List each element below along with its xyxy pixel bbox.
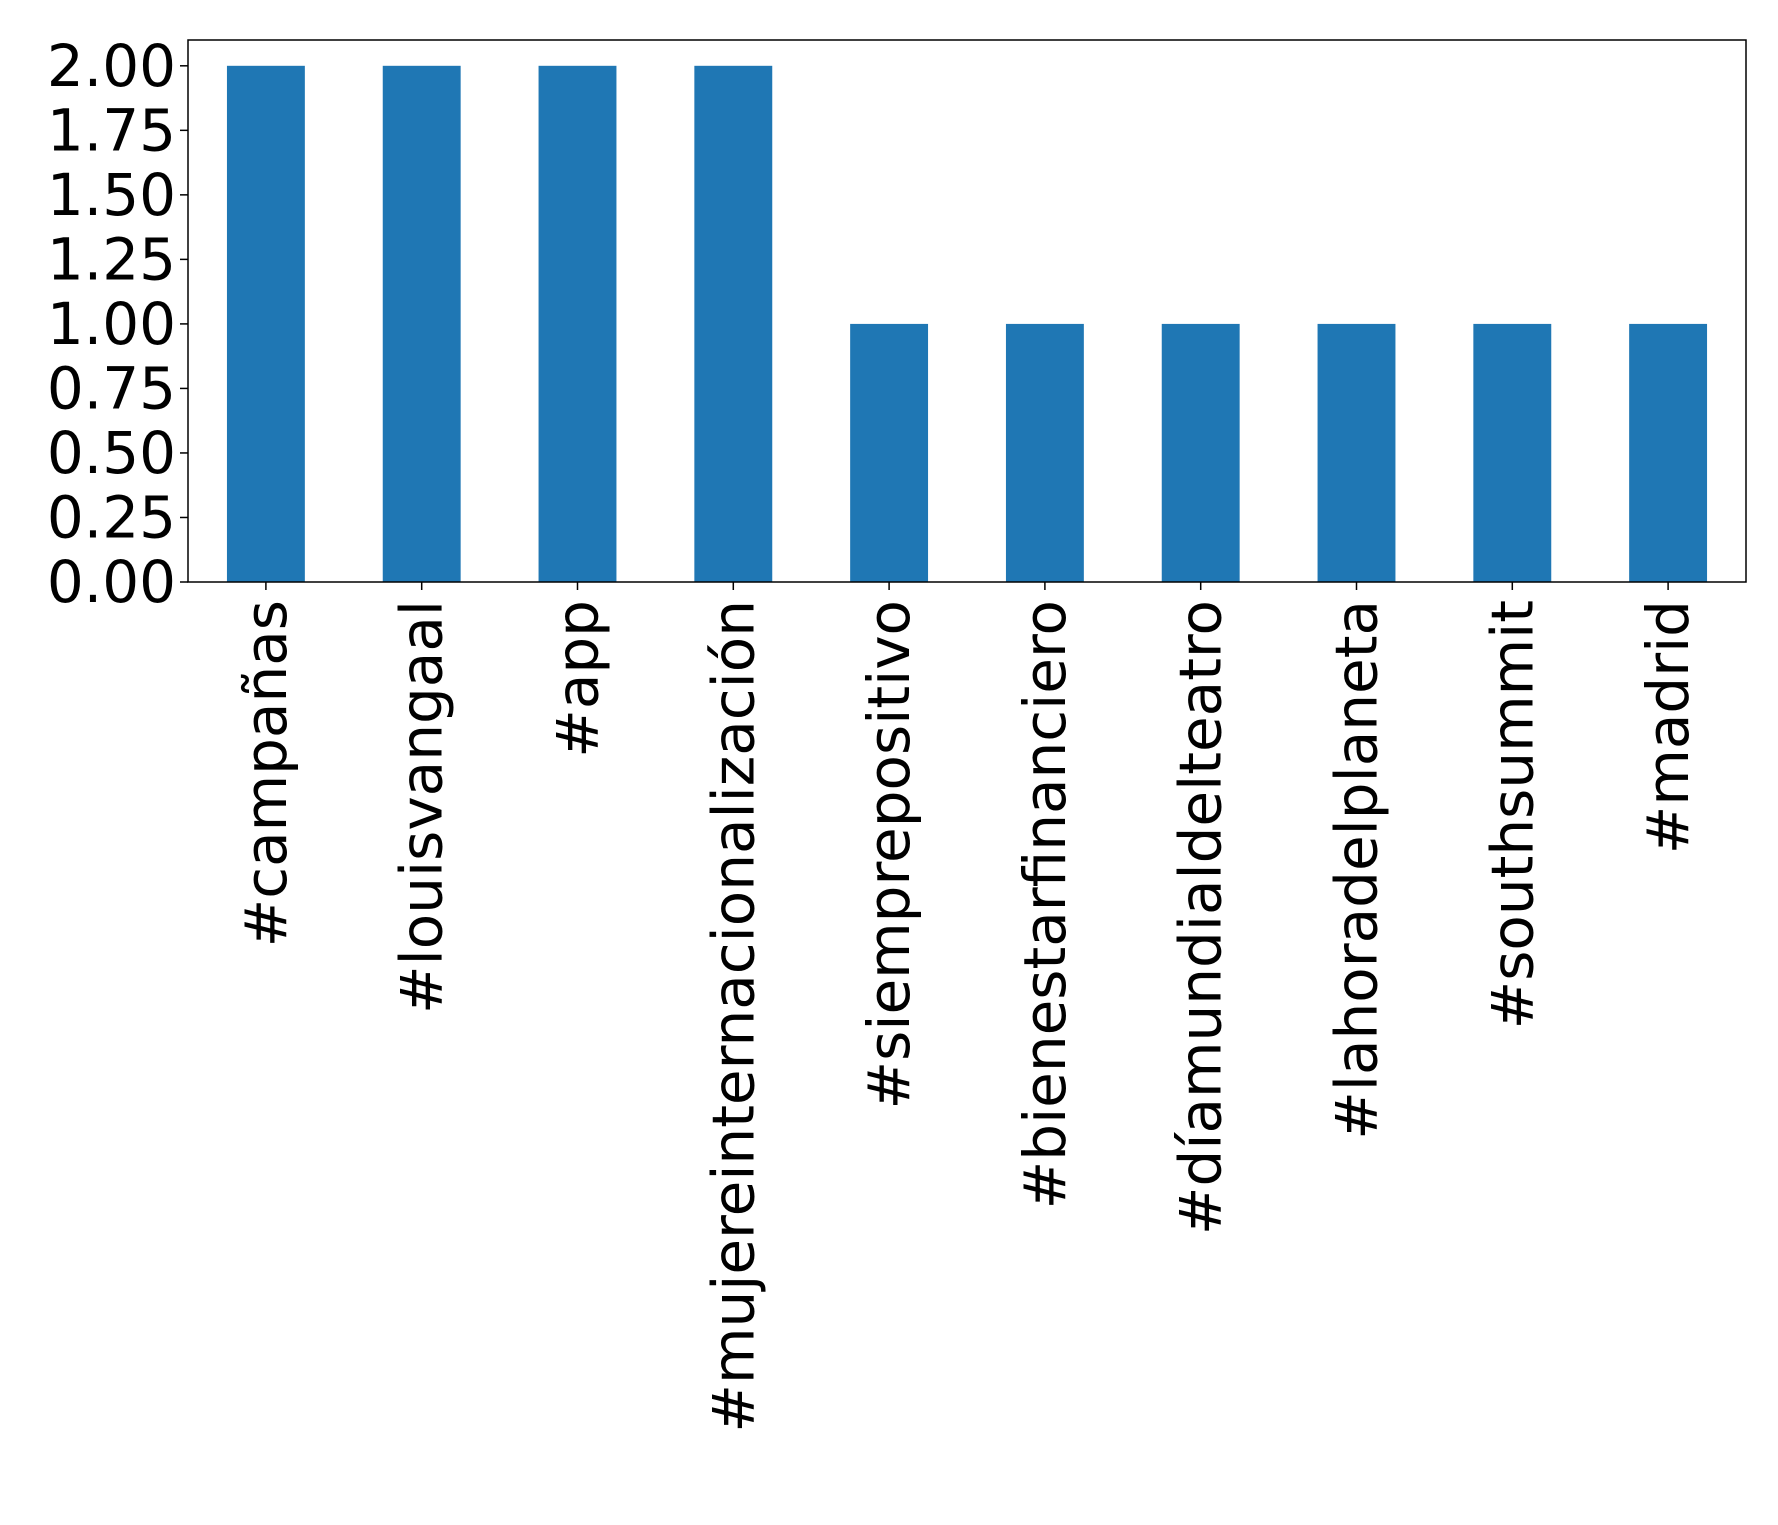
bar [1473,323,1552,582]
bar [1005,323,1084,582]
x-tick-label: #siemprepositivo [855,600,923,1109]
y-tick-label: 1.50 [47,161,176,229]
x-tick-label: #mujereinternacionalización [699,600,767,1433]
bar [1629,323,1708,582]
x-tick-label: #southsummit [1478,600,1546,1029]
y-axis: 0.000.250.500.751.001.251.501.752.00 [47,32,188,616]
x-tick-label: #madrid [1634,600,1702,854]
y-tick-label: 1.00 [47,290,176,358]
x-tick-label: #díamundialdelteatro [1167,600,1235,1235]
x-tick-label: #louisvangaal [388,600,456,1014]
bar [538,65,617,583]
bar [1161,323,1240,582]
x-tick-label: #campañas [232,600,300,947]
bar [226,65,305,583]
y-tick-label: 0.75 [47,354,176,422]
x-tick-label: #lahoradelplaneta [1323,600,1391,1140]
bar [1317,323,1396,582]
x-axis: #campañas #louisvangaal #app #mujereinterna… [232,582,1702,1433]
bar [694,65,773,583]
y-tick-label: 0.25 [47,483,176,551]
bar [850,323,929,582]
y-tick-label: 0.50 [47,419,176,487]
bars [226,65,1708,583]
x-tick-label: #app [544,600,612,758]
y-tick-label: 1.25 [47,225,176,293]
y-tick-label: 2.00 [47,32,176,100]
y-tick-label: 0.00 [47,548,176,616]
y-tick-label: 1.75 [47,96,176,164]
x-tick-label: #bienestarfinanciero [1011,600,1079,1209]
bar [382,65,461,583]
plot-frame [187,39,1747,583]
